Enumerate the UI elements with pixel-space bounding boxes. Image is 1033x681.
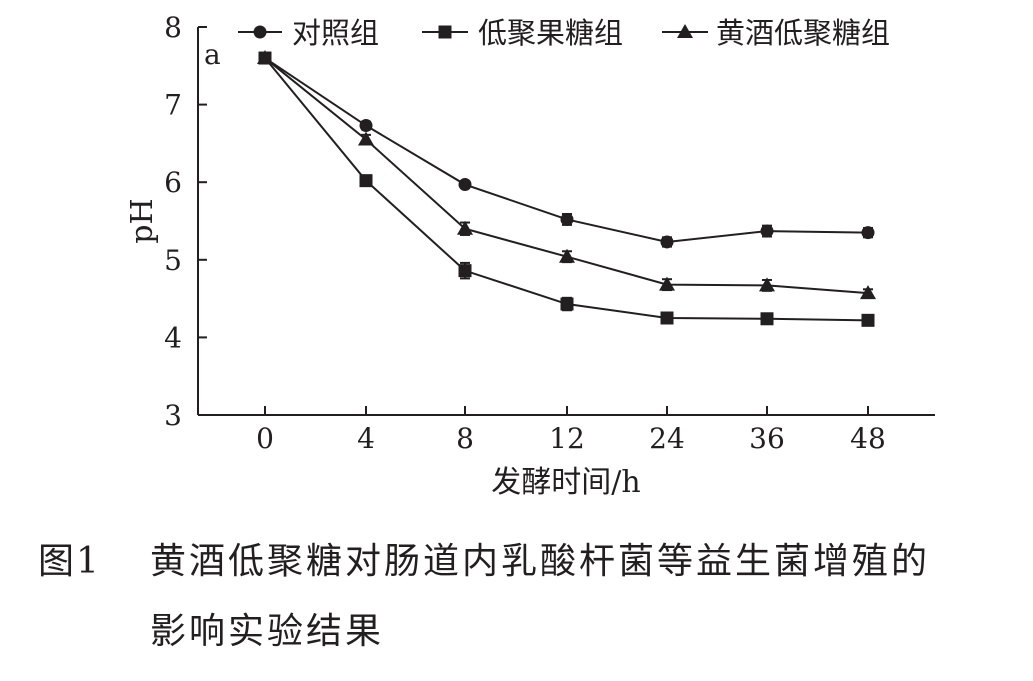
chart-series (257, 50, 876, 327)
x-tick-label: 12 (549, 422, 585, 455)
data-point (860, 285, 876, 300)
data-point (560, 212, 574, 226)
panel-label: a (204, 38, 221, 71)
series-line (264, 57, 869, 322)
x-tick-label: 24 (649, 422, 685, 455)
data-point (458, 178, 472, 192)
data-point (861, 226, 875, 240)
x-tick-label: 48 (850, 422, 886, 455)
data-point (660, 311, 674, 325)
chart-legend: 对照组 低聚果糖组 黄酒低聚糖组 (238, 16, 890, 50)
y-tick-label: 8 (164, 11, 182, 44)
legend-label: 黄酒低聚糖组 (716, 16, 890, 50)
data-point (660, 235, 674, 249)
data-point (359, 119, 373, 133)
legend-marker (677, 24, 693, 38)
data-point (759, 277, 775, 292)
legend-item-2: 低聚果糖组 (422, 16, 623, 50)
series-1 (258, 51, 875, 249)
data-point (760, 312, 774, 326)
data-point (659, 276, 675, 291)
figure-caption-line-2: 影响实验结果 (150, 611, 385, 652)
x-tick-label: 8 (456, 422, 474, 455)
legend-marker (438, 25, 452, 39)
y-tick-label: 5 (164, 244, 182, 277)
data-point (358, 131, 374, 146)
x-tick-label: 4 (357, 422, 375, 455)
x-tick-label: 36 (749, 422, 785, 455)
x-axis-title: 发酵时间/h (491, 465, 640, 500)
data-point (560, 297, 574, 311)
legend-label: 对照组 (292, 16, 379, 50)
data-point (559, 248, 575, 263)
legend-marker (253, 25, 267, 39)
y-tick-label: 6 (164, 166, 182, 199)
y-tick-label: 4 (164, 321, 182, 354)
data-point (359, 174, 373, 188)
data-point (457, 220, 473, 235)
y-tick-label: 3 (164, 399, 182, 432)
data-point (458, 264, 472, 278)
series-3 (257, 50, 876, 300)
data-point (760, 224, 774, 238)
figure-caption-line-1: 黄酒低聚糖对肠道内乳酸杆菌等益生菌增殖的 (150, 541, 931, 582)
legend-label: 低聚果糖组 (478, 16, 623, 50)
legend-item-3: 黄酒低聚糖组 (662, 16, 890, 50)
figure-number: 图1 (38, 541, 101, 582)
data-point (258, 51, 272, 65)
data-point (861, 313, 875, 327)
series-2 (258, 51, 875, 327)
y-tick-label: 7 (164, 89, 182, 122)
x-tick-label: 0 (256, 422, 274, 455)
y-axis-title: pH (125, 198, 160, 243)
legend-item-1: 对照组 (238, 16, 379, 50)
